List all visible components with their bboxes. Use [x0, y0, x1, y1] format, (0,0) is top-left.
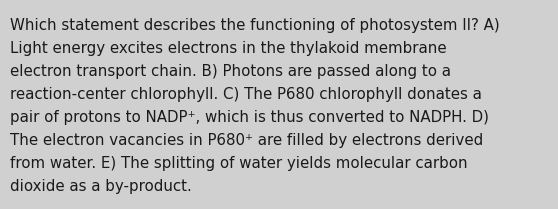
Text: reaction-center chlorophyll. C) The P680 chlorophyll donates a: reaction-center chlorophyll. C) The P680… [10, 87, 482, 102]
Text: The electron vacancies in P680⁺ are filled by electrons derived: The electron vacancies in P680⁺ are fill… [10, 133, 483, 148]
Text: Light energy excites electrons in the thylakoid membrane: Light energy excites electrons in the th… [10, 41, 446, 56]
Text: Which statement describes the functioning of photosystem II? A): Which statement describes the functionin… [10, 18, 500, 33]
Text: electron transport chain. B) Photons are passed along to a: electron transport chain. B) Photons are… [10, 64, 451, 79]
Text: dioxide as a by-product.: dioxide as a by-product. [10, 179, 192, 194]
Text: pair of protons to NADP⁺, which is thus converted to NADPH. D): pair of protons to NADP⁺, which is thus … [10, 110, 489, 125]
Text: from water. E) The splitting of water yields molecular carbon: from water. E) The splitting of water yi… [10, 156, 468, 171]
